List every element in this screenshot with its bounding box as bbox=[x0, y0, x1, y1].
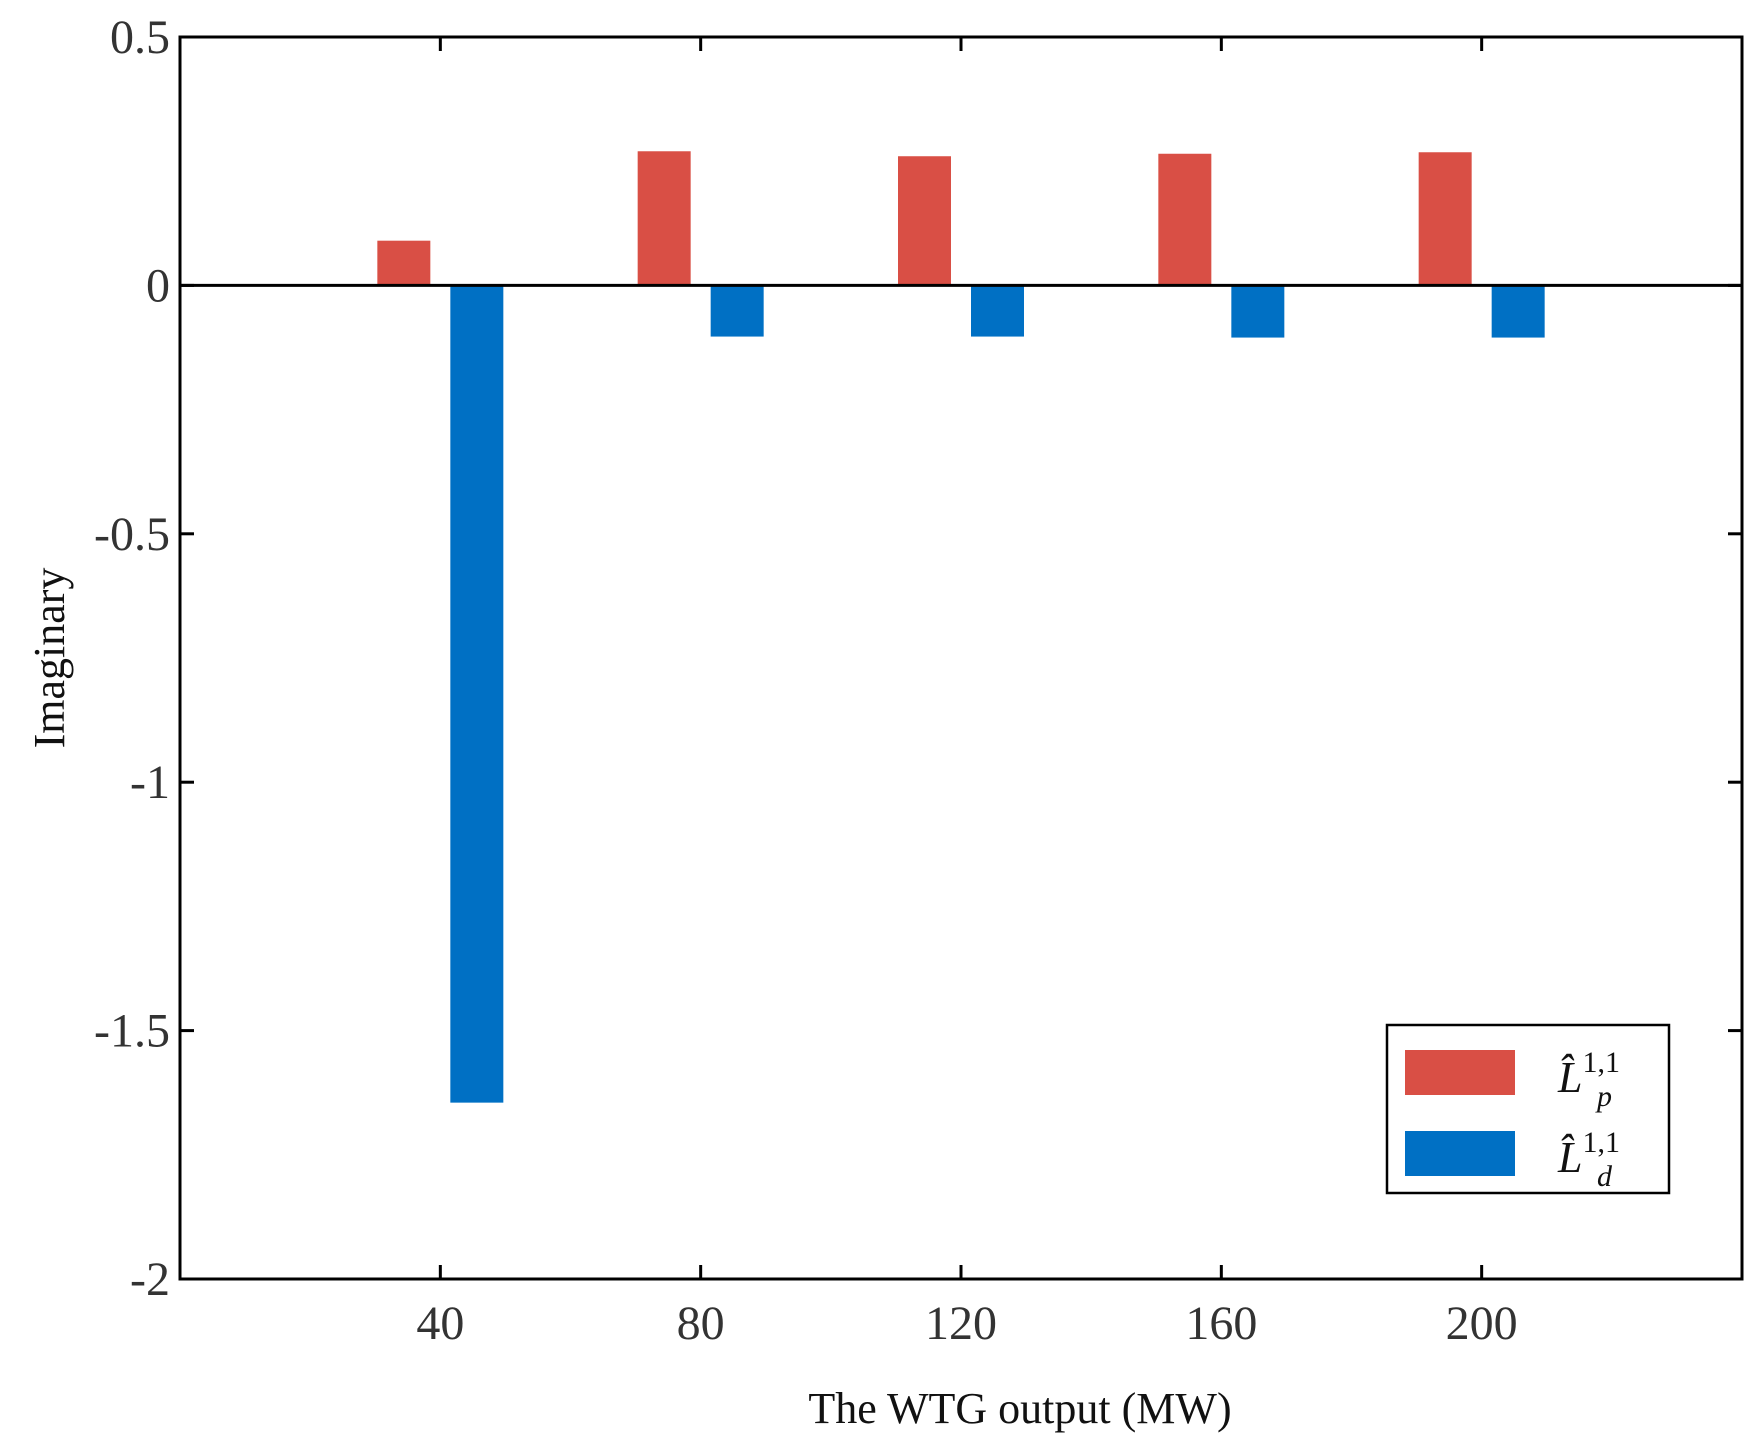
bar-ld-160 bbox=[1231, 285, 1285, 338]
legend-lp-superscript: 1,1 bbox=[1582, 1046, 1620, 1079]
y-tick-label: -0.5 bbox=[94, 508, 170, 561]
y-tick-label: 0.5 bbox=[110, 11, 170, 64]
legend-entry-ld: L̂1,1 bbox=[1557, 1126, 1620, 1182]
y-axis-ticks: 0.5 0 -0.5 -1 -1.5 -2 bbox=[94, 11, 1742, 1306]
bar-ld-200 bbox=[1491, 285, 1545, 338]
bar-lp-120 bbox=[898, 156, 951, 286]
bar-ld-80 bbox=[710, 285, 764, 337]
bar-lp-40 bbox=[377, 240, 431, 286]
x-axis-ticks: 40 80 120 160 200 bbox=[416, 37, 1518, 1350]
y-tick-label: 0 bbox=[146, 259, 170, 312]
legend-swatch-ld bbox=[1405, 1131, 1515, 1176]
bar-lp-80 bbox=[637, 151, 691, 286]
legend-lp-symbol: L̂ bbox=[1557, 1053, 1582, 1102]
y-tick-label: -1.5 bbox=[94, 1005, 170, 1058]
bar-ld-120 bbox=[971, 285, 1024, 337]
legend-ld-symbol: L̂ bbox=[1557, 1133, 1582, 1182]
legend-lp-subscript: p bbox=[1595, 1080, 1612, 1113]
legend-entry-lp: L̂1,1 bbox=[1557, 1046, 1620, 1102]
bar-ld-40 bbox=[450, 285, 504, 1103]
y-axis-title: Imaginary bbox=[25, 568, 74, 749]
bars-group bbox=[377, 151, 1545, 1103]
legend-ld-superscript: 1,1 bbox=[1582, 1126, 1620, 1159]
bar-lp-200 bbox=[1418, 152, 1472, 286]
x-tick-label: 40 bbox=[416, 1297, 464, 1350]
x-axis-title: The WTG output (MW) bbox=[808, 1384, 1231, 1433]
legend-swatch-lp bbox=[1405, 1050, 1515, 1095]
y-tick-label: -2 bbox=[130, 1253, 170, 1306]
x-tick-label: 160 bbox=[1185, 1297, 1257, 1350]
x-tick-label: 80 bbox=[677, 1297, 725, 1350]
x-tick-label: 120 bbox=[925, 1297, 997, 1350]
bar-lp-160 bbox=[1158, 153, 1212, 286]
legend-ld-subscript: d bbox=[1597, 1160, 1613, 1193]
legend: L̂1,1 p L̂1,1 d bbox=[1385, 1023, 1671, 1195]
x-tick-label: 200 bbox=[1446, 1297, 1518, 1350]
y-tick-label: -1 bbox=[130, 756, 170, 809]
